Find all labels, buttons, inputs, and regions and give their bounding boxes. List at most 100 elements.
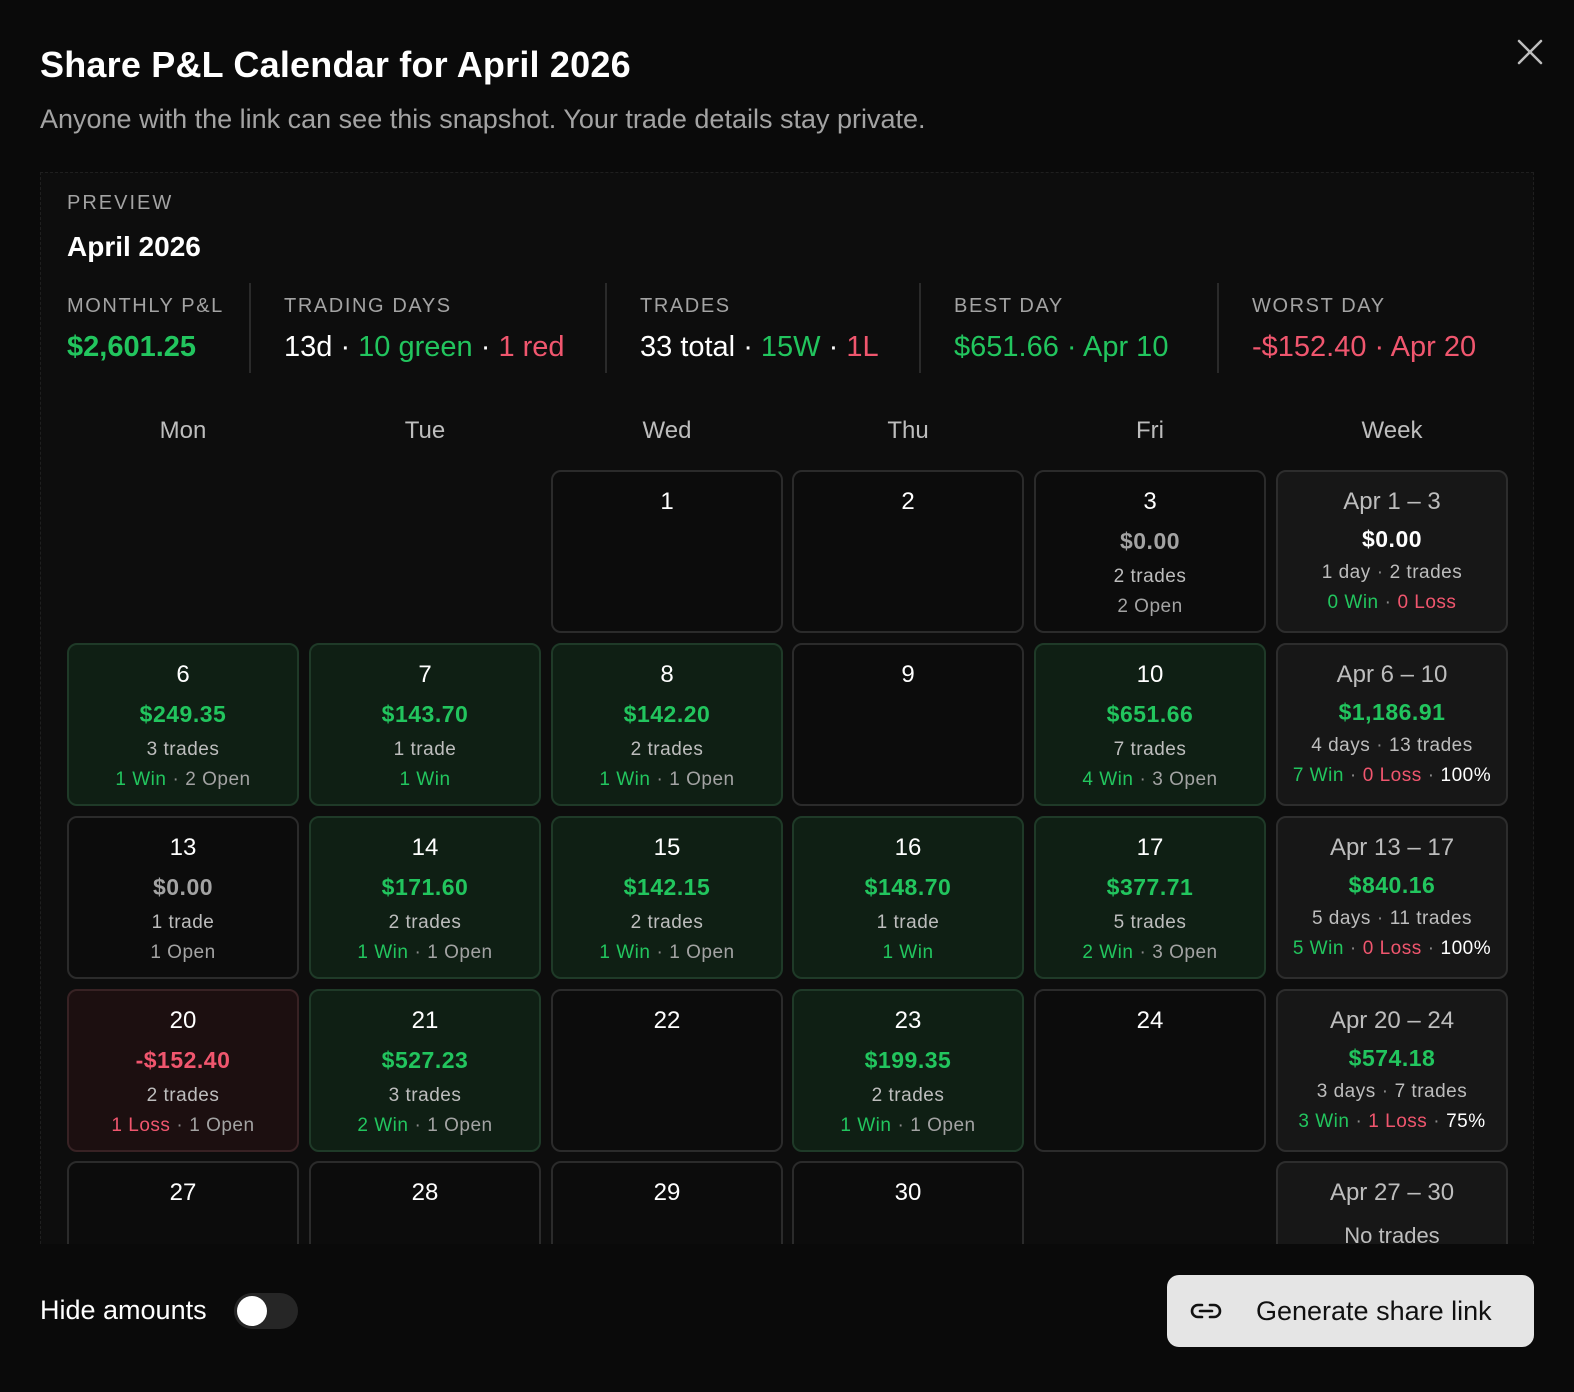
red-days: 1 red (498, 331, 565, 363)
day-trades: 2 trades (1113, 566, 1187, 587)
modal-subtitle: Anyone with the link can see this snapsh… (40, 104, 926, 134)
days-count: 13d (284, 331, 333, 363)
day-trades: 2 trades (630, 739, 704, 760)
win-rate: 75% (1446, 1111, 1486, 1132)
day-amount: $527.23 (381, 1047, 469, 1073)
generate-share-link-button[interactable]: Generate share link (1167, 1275, 1534, 1347)
day-results: 2 Open (1036, 596, 1264, 618)
day-cell-27[interactable]: 27 (67, 1161, 299, 1244)
divider (249, 283, 251, 373)
day-trades: 2 trades (388, 912, 462, 933)
day-cell-14[interactable]: 14 $171.60 2 trades 1 Win · 1 Open (309, 816, 541, 979)
day-cell-23[interactable]: 23 $199.35 2 trades 1 Win · 1 Open (792, 989, 1024, 1152)
day-cell-30[interactable]: 30 (792, 1161, 1024, 1244)
day-results: 1 Win (794, 942, 1022, 964)
day-cell-3[interactable]: 3 $0.00 2 trades 2 Open (1034, 470, 1266, 633)
day-number: 28 (411, 1179, 439, 1206)
week-days: 5 days (1311, 908, 1371, 929)
week-cell-3[interactable]: Apr 13 – 17 $840.16 5 days · 11 trades 5 W… (1276, 816, 1508, 979)
toggle-knob (237, 1296, 267, 1326)
day-cell-20[interactable]: 20 -$152.40 2 trades 1 Loss · 1 Open (67, 989, 299, 1152)
week-range: Apr 1 – 3 (1343, 488, 1441, 515)
day-cell-24[interactable]: 24 (1034, 989, 1266, 1152)
day-cell-6[interactable]: 6 $249.35 3 trades 1 Win · 2 Open (67, 643, 299, 806)
day-cell-28[interactable]: 28 (309, 1161, 541, 1244)
week-range: Apr 27 – 30 (1329, 1179, 1455, 1206)
stat-label: TRADING DAYS (284, 295, 452, 317)
hide-amounts-toggle[interactable] (234, 1293, 298, 1329)
week-cell-4[interactable]: Apr 20 – 24 $574.18 3 days · 7 trades 3 Wi… (1276, 989, 1508, 1152)
win-count: 2 Win (1082, 942, 1134, 963)
week-results: 5 Win · 0 Loss · 100% (1292, 938, 1492, 959)
worst-day-date: Apr 20 (1390, 331, 1477, 363)
open-count: 1 Open (427, 942, 493, 963)
green-days: 10 green (358, 331, 473, 363)
day-cell-9[interactable]: 9 (792, 643, 1024, 806)
day-amount: $143.70 (381, 701, 469, 727)
win-count: 1 Win (599, 942, 651, 963)
day-cell-10[interactable]: 10 $651.66 7 trades 4 Win · 3 Open (1034, 643, 1266, 806)
day-results: 1 Loss · 1 Open (111, 1115, 255, 1136)
day-cell-15[interactable]: 15 $142.15 2 trades 1 Win · 1 Open (551, 816, 783, 979)
day-trades: 3 trades (388, 1085, 462, 1106)
day-results: 1 Win (311, 769, 539, 791)
win-count: 4 Win (1082, 769, 1134, 790)
day-cell-22[interactable]: 22 (551, 989, 783, 1152)
win-count: 1 Win (357, 942, 409, 963)
week-amount: $1,186.91 (1338, 699, 1446, 725)
win-count: 7 Win (1292, 765, 1344, 786)
week-cell-5[interactable]: Apr 27 – 30 No trades (1276, 1161, 1508, 1244)
win-count: 0 Win (1327, 592, 1379, 613)
day-number: 20 (169, 1007, 197, 1034)
trades-total: 33 total (640, 331, 736, 363)
close-button[interactable] (1512, 34, 1548, 70)
week-amount: $574.18 (1348, 1045, 1436, 1071)
day-results: 4 Win · 3 Open (1082, 769, 1218, 790)
stat-value: 33 total · 15W · 1L (640, 331, 879, 363)
open-count: 2 Open (1117, 596, 1183, 617)
day-cell-17[interactable]: 17 $377.71 5 trades 2 Win · 3 Open (1034, 816, 1266, 979)
day-amount: -$152.40 (135, 1047, 231, 1073)
open-count: 1 Open (150, 942, 216, 963)
day-results: 1 Win · 1 Open (599, 942, 735, 963)
week-cell-1[interactable]: Apr 1 – 3 $0.00 1 day · 2 trades 0 Win · 0 L… (1276, 470, 1508, 633)
best-day-amount: $651.66 (954, 331, 1059, 363)
day-cell-7[interactable]: 7 $143.70 1 trade 1 Win (309, 643, 541, 806)
day-cell-16[interactable]: 16 $148.70 1 trade 1 Win (792, 816, 1024, 979)
modal-title: Share P&L Calendar for April 2026 (40, 44, 631, 85)
day-amount: $377.71 (1106, 874, 1194, 900)
day-number: 13 (169, 834, 197, 861)
week-trades: 4 days · 13 trades (1311, 735, 1473, 756)
weekday-week: Week (1361, 417, 1423, 444)
stat-value: 13d · 10 green · 1 red (284, 331, 565, 363)
win-rate: 100% (1440, 765, 1492, 786)
week-range: Apr 13 – 17 (1329, 834, 1455, 861)
day-cell-13[interactable]: 13 $0.00 1 trade 1 Open (67, 816, 299, 979)
divider (1217, 283, 1219, 373)
win-count: 5 Win (1292, 938, 1344, 959)
day-number: 9 (901, 661, 915, 688)
day-number: 21 (411, 1007, 439, 1034)
day-cell-29[interactable]: 29 (551, 1161, 783, 1244)
stat-value: $2,601.25 (67, 331, 197, 363)
day-cell-21[interactable]: 21 $527.23 3 trades 2 Win · 1 Open (309, 989, 541, 1152)
day-cell-8[interactable]: 8 $142.20 2 trades 1 Win · 1 Open (551, 643, 783, 806)
week-cell-2[interactable]: Apr 6 – 10 $1,186.91 4 days · 13 trades 7 … (1276, 643, 1508, 806)
day-amount: $0.00 (1119, 528, 1181, 554)
week-results: 3 Win · 1 Loss · 75% (1298, 1111, 1486, 1132)
win-count: 1 Win (399, 769, 451, 790)
divider (605, 283, 607, 373)
week-note: No trades (1344, 1223, 1440, 1244)
day-cell-1[interactable]: 1 (551, 470, 783, 633)
preview-label: PREVIEW (67, 192, 174, 214)
day-trades: 2 trades (630, 912, 704, 933)
day-number: 7 (418, 661, 432, 688)
loss-count: 1 Loss (1368, 1111, 1428, 1132)
divider (919, 283, 921, 373)
open-count: 1 Open (910, 1115, 976, 1136)
week-trade-count: 11 trades (1389, 908, 1473, 929)
stat-value: $651.66 · Apr 10 (954, 331, 1169, 363)
week-days: 1 day (1321, 562, 1371, 583)
day-trades: 2 trades (146, 1085, 220, 1106)
day-cell-2[interactable]: 2 (792, 470, 1024, 633)
